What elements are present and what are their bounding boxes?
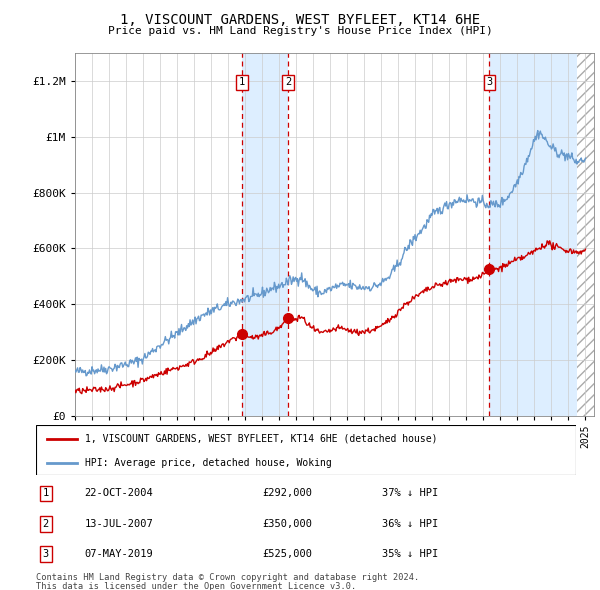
Text: £292,000: £292,000 [263, 489, 313, 499]
Text: 3: 3 [43, 549, 49, 559]
Bar [242, 53, 288, 416]
Text: £350,000: £350,000 [263, 519, 313, 529]
Text: 1, VISCOUNT GARDENS, WEST BYFLEET, KT14 6HE (detached house): 1, VISCOUNT GARDENS, WEST BYFLEET, KT14 … [85, 434, 437, 444]
Bar [577, 53, 594, 416]
Text: 13-JUL-2007: 13-JUL-2007 [85, 519, 154, 529]
Text: £525,000: £525,000 [263, 549, 313, 559]
Bar [577, 53, 594, 416]
Text: 2: 2 [285, 77, 292, 87]
Text: Price paid vs. HM Land Registry's House Price Index (HPI): Price paid vs. HM Land Registry's House … [107, 26, 493, 36]
Text: 37% ↓ HPI: 37% ↓ HPI [382, 489, 438, 499]
Text: 2: 2 [43, 519, 49, 529]
Text: 36% ↓ HPI: 36% ↓ HPI [382, 519, 438, 529]
Text: 1: 1 [43, 489, 49, 499]
Text: 1, VISCOUNT GARDENS, WEST BYFLEET, KT14 6HE: 1, VISCOUNT GARDENS, WEST BYFLEET, KT14 … [120, 13, 480, 27]
Text: 22-OCT-2004: 22-OCT-2004 [85, 489, 154, 499]
Text: 1: 1 [239, 77, 245, 87]
Text: 35% ↓ HPI: 35% ↓ HPI [382, 549, 438, 559]
Bar [490, 53, 594, 416]
Text: 3: 3 [486, 77, 493, 87]
FancyBboxPatch shape [36, 425, 576, 475]
Text: This data is licensed under the Open Government Licence v3.0.: This data is licensed under the Open Gov… [36, 582, 356, 590]
Text: HPI: Average price, detached house, Woking: HPI: Average price, detached house, Woki… [85, 458, 331, 468]
Text: 07-MAY-2019: 07-MAY-2019 [85, 549, 154, 559]
Text: Contains HM Land Registry data © Crown copyright and database right 2024.: Contains HM Land Registry data © Crown c… [36, 573, 419, 582]
